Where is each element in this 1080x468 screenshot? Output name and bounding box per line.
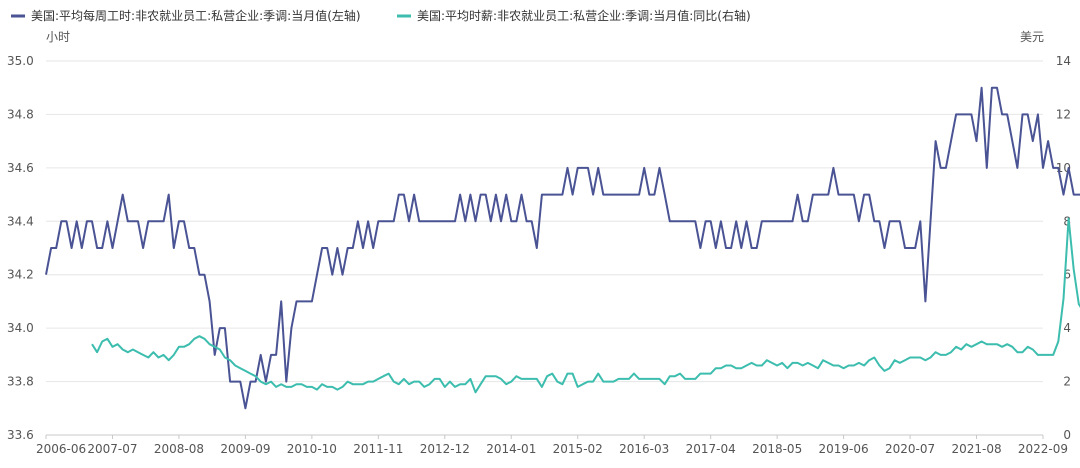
left-tick-label: 34.2 [7, 268, 34, 282]
legend: 美国:平均每周工时:非农就业员工:私营企业:季调:当月值(左轴) 美国:平均时薪:… [11, 8, 751, 23]
right-tick-label: 14 [1056, 54, 1071, 68]
right-tick-label: 4 [1063, 321, 1071, 335]
right-tick-label: 2 [1063, 375, 1071, 389]
left-tick-label: 35.0 [7, 54, 34, 68]
x-tick-label: 2015-02 [553, 442, 603, 456]
x-tick-label: 2017-04 [686, 442, 736, 456]
x-tick-label: 2011-11 [353, 442, 403, 456]
left-axis-ticks: 35.0 34.8 34.6 34.4 34.2 34.0 33.8 33.6 [7, 54, 34, 442]
x-tick-label: 2010-10 [287, 442, 337, 456]
x-axis-ticks: 2006-06 2007-07 2008-08 2009-09 2010-10 2011-… [36, 435, 1068, 456]
right-tick-label: 8 [1063, 214, 1071, 228]
weekly-hours-line [45, 86, 1080, 410]
left-tick-label: 33.6 [7, 428, 34, 442]
x-tick-label: 2022-09 [1018, 442, 1068, 456]
right-tick-label: 0 [1063, 428, 1071, 442]
right-axis-unit: 美元 [1020, 30, 1044, 44]
x-tick-label: 2012-12 [420, 442, 470, 456]
left-tick-label: 34.4 [7, 214, 34, 228]
x-tick-label: 2007-07 [87, 442, 137, 456]
x-tick-label: 2014-01 [486, 442, 536, 456]
x-tick-label: 2021-08 [951, 442, 1001, 456]
legend-label: 美国:平均每周工时:非农就业员工:私营企业:季调:当月值(左轴) [31, 8, 361, 23]
series-lines [45, 86, 1080, 410]
right-tick-label: 6 [1063, 268, 1071, 282]
x-tick-label: 2020-07 [885, 442, 935, 456]
x-tick-label: 2016-03 [619, 442, 669, 456]
left-tick-label: 34.0 [7, 321, 34, 335]
x-tick-label: 2008-08 [154, 442, 204, 456]
left-tick-label: 34.6 [7, 161, 34, 175]
x-tick-label: 2009-09 [220, 442, 270, 456]
right-tick-label: 12 [1056, 107, 1071, 121]
left-tick-label: 34.8 [7, 107, 34, 121]
gridlines [46, 60, 1043, 436]
left-tick-label: 33.8 [7, 375, 34, 389]
legend-label: 美国:平均时薪:非农就业员工:私营企业:季调:当月值:同比(右轴) [417, 8, 751, 23]
x-tick-label: 2018-05 [752, 442, 802, 456]
x-tick-label: 2006-06 [36, 442, 86, 456]
hourly-wage-yoy-line [91, 217, 1080, 394]
left-axis-unit: 小时 [46, 30, 70, 44]
x-tick-label: 2019-06 [819, 442, 869, 456]
